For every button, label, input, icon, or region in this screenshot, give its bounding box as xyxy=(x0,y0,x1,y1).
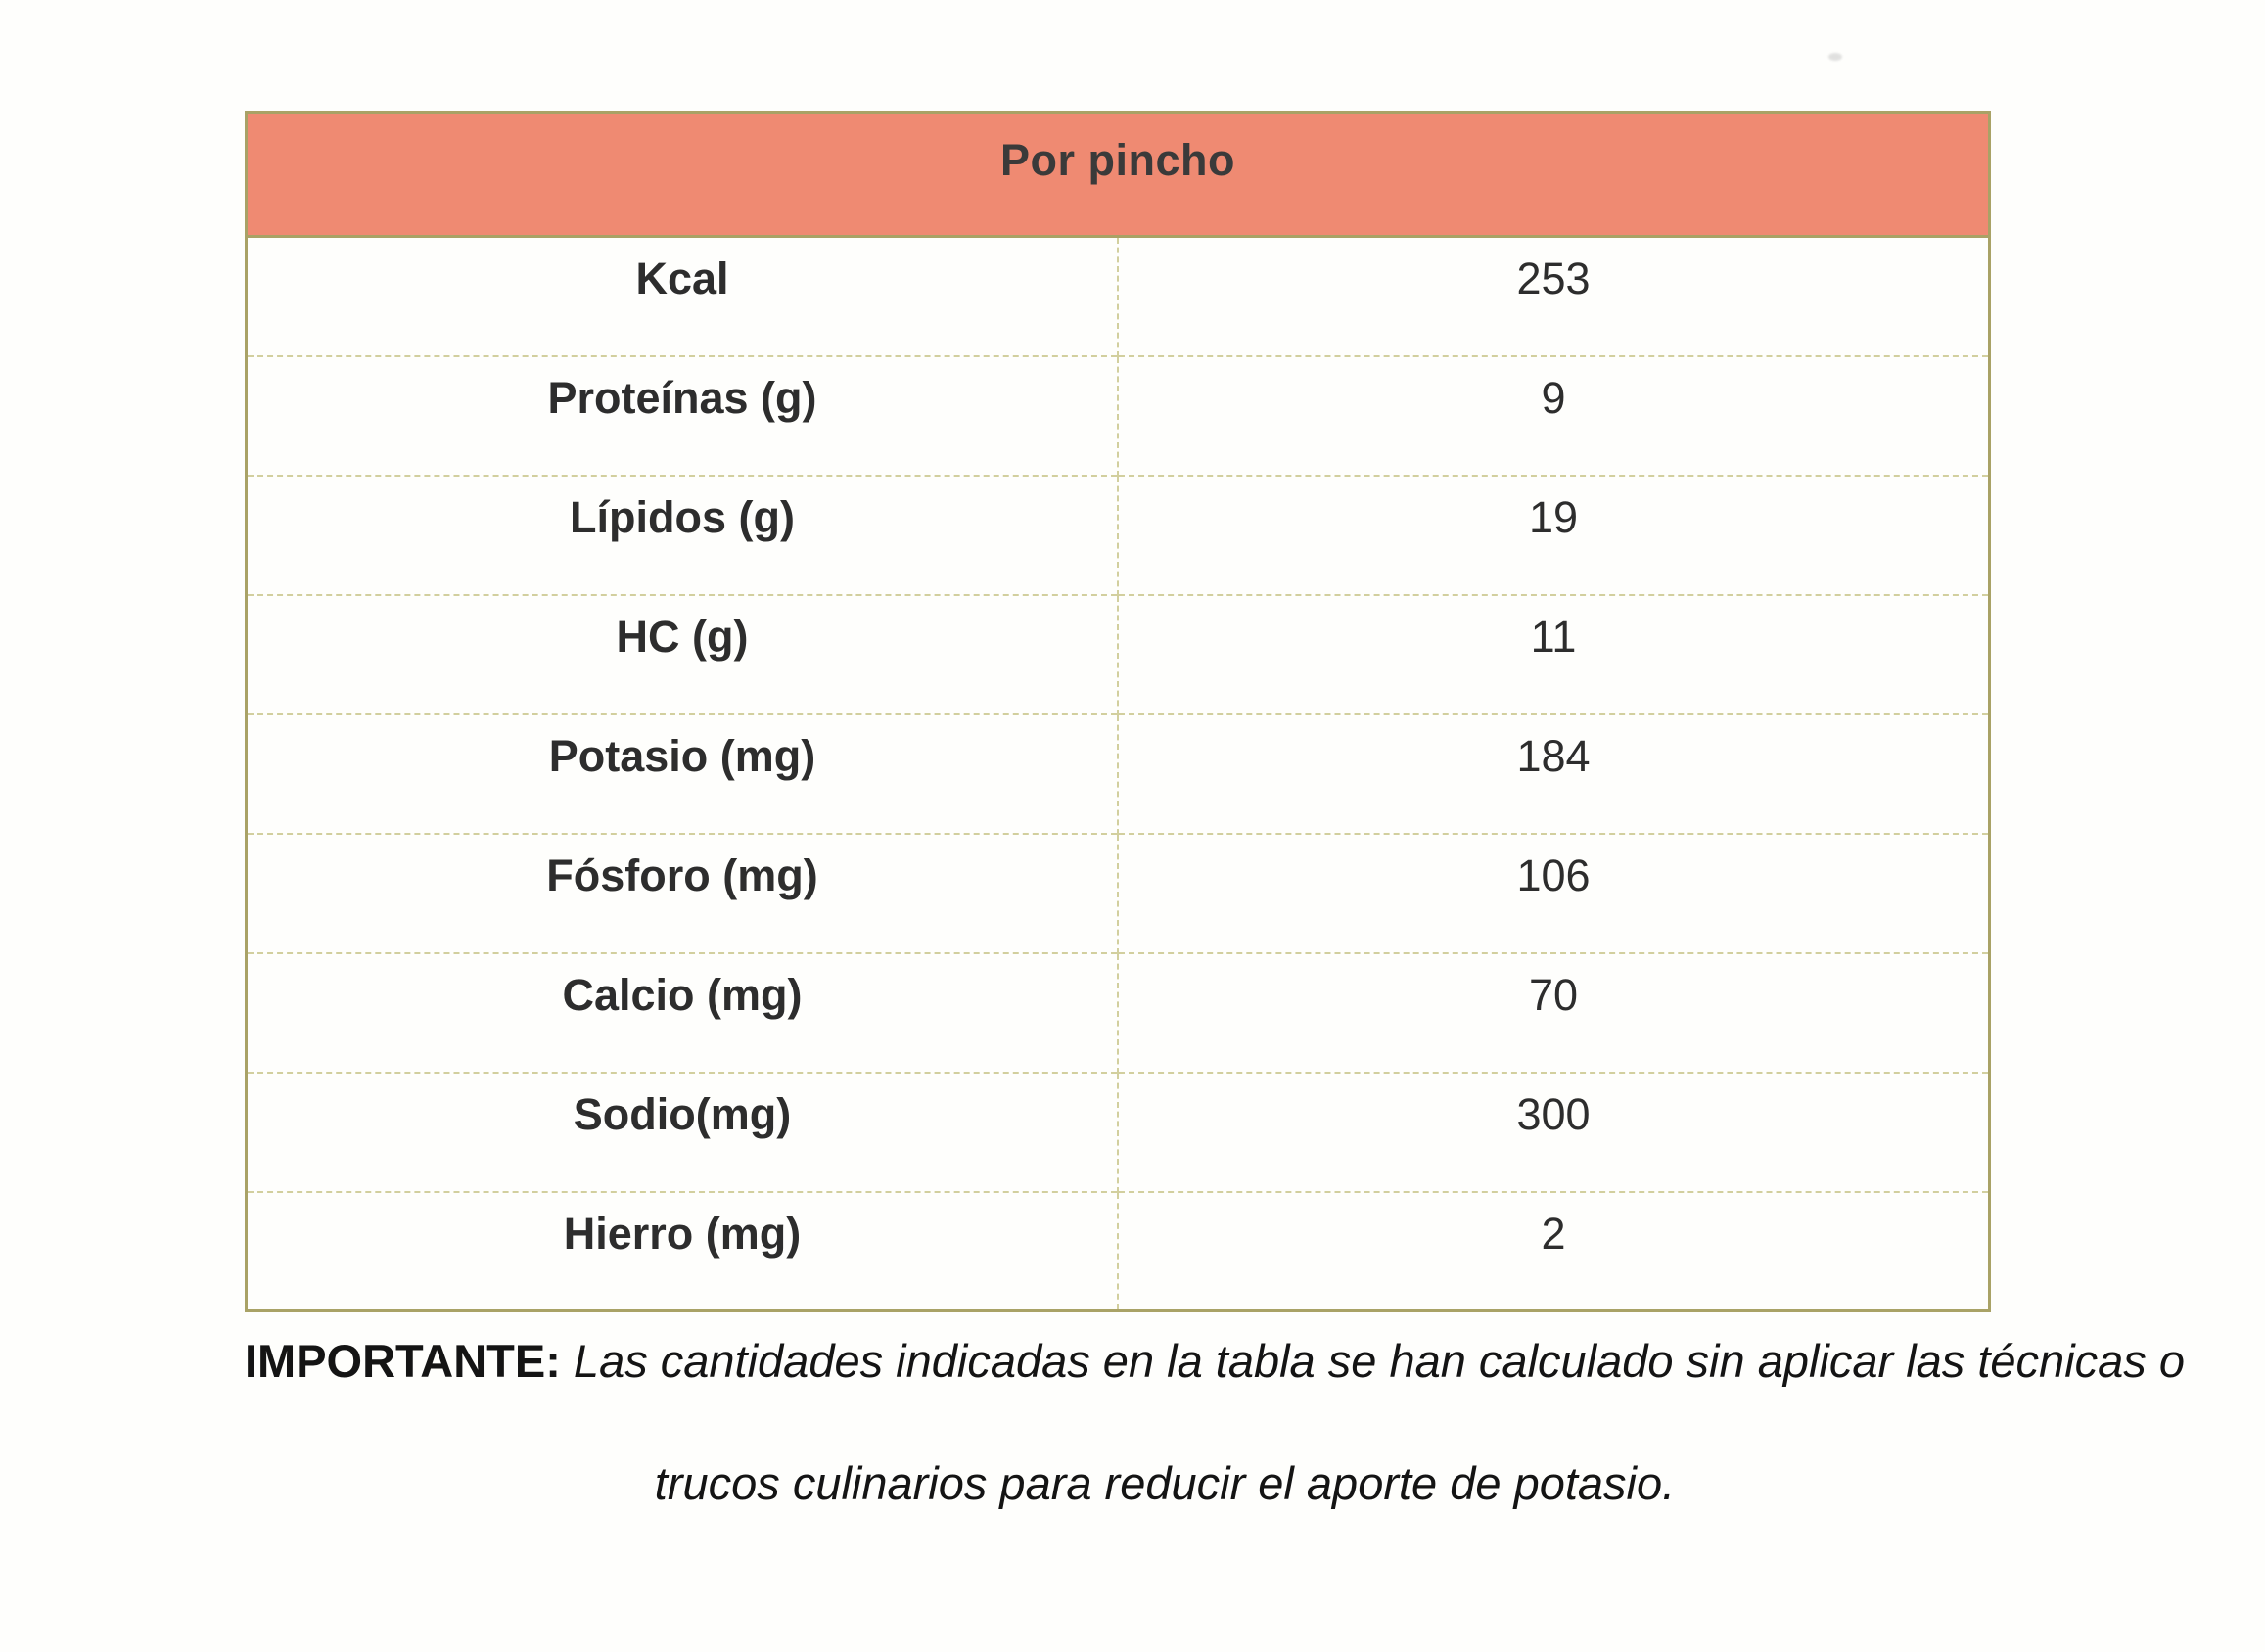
table-row: Kcal 253 xyxy=(246,236,1990,356)
table-row: HC (g) 11 xyxy=(246,593,1990,714)
row-label: HC (g) xyxy=(246,593,1119,714)
important-note: IMPORTANTE: Las cantidades indicadas en … xyxy=(245,1331,2185,1513)
row-value: 9 xyxy=(1118,354,1990,476)
row-label: Proteínas (g) xyxy=(246,354,1119,476)
table-row: Hierro (mg) 2 xyxy=(246,1190,1990,1311)
table-header-row: Por pincho xyxy=(246,112,1990,238)
table-header-cell: Por pincho xyxy=(246,112,1990,238)
note-line2-text: trucos culinarios para reducir el aporte… xyxy=(654,1457,1676,1510)
row-value: 2 xyxy=(1118,1190,1990,1311)
table-row: Potasio (mg) 184 xyxy=(246,712,1990,834)
row-label: Potasio (mg) xyxy=(246,712,1119,834)
nutrition-table: Por pincho Kcal 253 Proteínas (g) 9 Lípi… xyxy=(245,111,1991,1312)
row-label: Calcio (mg) xyxy=(246,951,1119,1073)
note-prefix: IMPORTANTE: xyxy=(245,1335,561,1387)
table-row: Lípidos (g) 19 xyxy=(246,474,1990,595)
note-line1-text: Las cantidades indicadas en la tabla se … xyxy=(560,1335,2185,1387)
row-value: 70 xyxy=(1118,951,1990,1073)
row-label: Sodio(mg) xyxy=(246,1071,1119,1192)
row-value: 300 xyxy=(1118,1071,1990,1192)
table-row: Sodio(mg) 300 xyxy=(246,1071,1990,1192)
row-label: Lípidos (g) xyxy=(246,474,1119,595)
table-row: Proteínas (g) 9 xyxy=(246,354,1990,476)
row-label: Hierro (mg) xyxy=(246,1190,1119,1311)
row-label: Fósforo (mg) xyxy=(246,832,1119,953)
table-row: Calcio (mg) 70 xyxy=(246,951,1990,1073)
note-line-1: IMPORTANTE: Las cantidades indicadas en … xyxy=(245,1331,2185,1391)
row-value: 106 xyxy=(1118,832,1990,953)
row-label: Kcal xyxy=(246,236,1119,356)
scan-artifact-dot xyxy=(1828,53,1842,61)
row-value: 253 xyxy=(1516,253,1591,303)
row-value: 184 xyxy=(1118,712,1990,834)
row-value: 19 xyxy=(1118,474,1990,595)
table-row: Fósforo (mg) 106 xyxy=(246,832,1990,953)
row-value: 11 xyxy=(1118,593,1990,714)
